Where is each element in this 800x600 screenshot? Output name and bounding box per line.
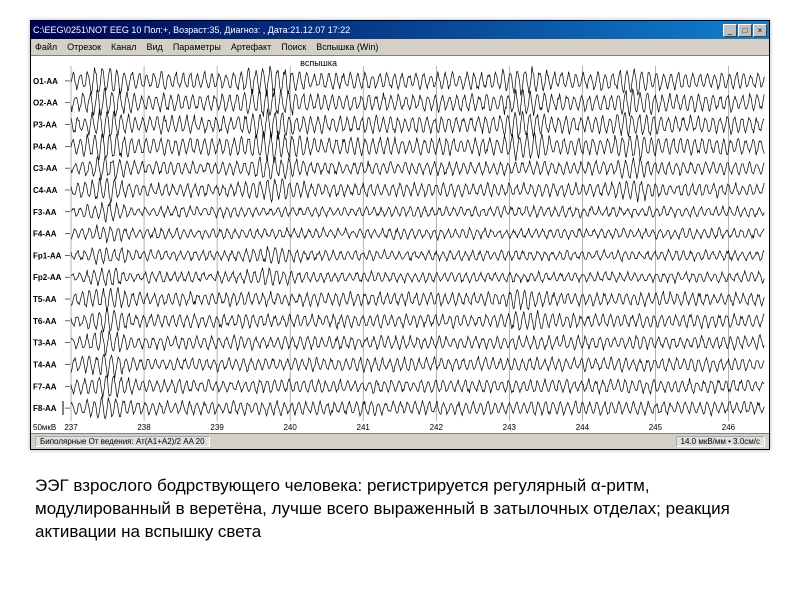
svg-text:50мкВ: 50мкВ <box>33 423 56 432</box>
maximize-button[interactable]: □ <box>738 24 752 37</box>
close-button[interactable]: × <box>753 24 767 37</box>
svg-text:237: 237 <box>64 423 78 432</box>
svg-text:245: 245 <box>649 423 663 432</box>
svg-text:241: 241 <box>357 423 371 432</box>
svg-text:C3-AA: C3-AA <box>33 164 58 173</box>
titlebar: C:\EEG\0251\NOT EEG 10 Пол:+, Возраст:35… <box>31 21 769 39</box>
menu-artefact[interactable]: Артефакт <box>231 42 271 52</box>
status-mid: 14.0 мкВ/мм • 3.0см/с <box>676 436 765 447</box>
svg-text:T6-AA: T6-AA <box>33 317 57 326</box>
svg-text:238: 238 <box>137 423 151 432</box>
svg-text:239: 239 <box>210 423 224 432</box>
svg-text:240: 240 <box>283 423 297 432</box>
menu-params[interactable]: Параметры <box>173 42 221 52</box>
svg-text:T4-AA: T4-AA <box>33 360 57 369</box>
status-left: Биполярные От ведения: Ат(А1+А2)/2 AA 20 <box>35 436 210 447</box>
svg-text:Fp1-AA: Fp1-AA <box>33 251 62 260</box>
svg-text:242: 242 <box>430 423 444 432</box>
svg-text:Fp2-AA: Fp2-AA <box>33 273 62 282</box>
svg-text:O1-AA: O1-AA <box>33 77 58 86</box>
svg-text:C4-AA: C4-AA <box>33 186 58 195</box>
svg-text:243: 243 <box>503 423 517 432</box>
menu-search[interactable]: Поиск <box>281 42 306 52</box>
slide-caption: ЭЭГ взрослого бодрствующего человека: ре… <box>30 475 770 544</box>
svg-text:F7-AA: F7-AA <box>33 382 57 391</box>
eeg-app-window: C:\EEG\0251\NOT EEG 10 Пол:+, Возраст:35… <box>30 20 770 450</box>
slide: C:\EEG\0251\NOT EEG 10 Пол:+, Возраст:35… <box>0 0 800 600</box>
flash-annotation: вспышка <box>300 58 337 68</box>
svg-text:F4-AA: F4-AA <box>33 230 57 239</box>
svg-text:F8-AA: F8-AA <box>33 404 57 413</box>
svg-text:O2-AA: O2-AA <box>33 99 58 108</box>
window-buttons: _ □ × <box>723 24 767 37</box>
menu-file[interactable]: Файл <box>35 42 57 52</box>
menu-flash[interactable]: Вспышка (Win) <box>316 42 378 52</box>
svg-text:246: 246 <box>722 423 736 432</box>
menu-segment[interactable]: Отрезок <box>67 42 101 52</box>
svg-text:T3-AA: T3-AA <box>33 339 57 348</box>
eeg-canvas[interactable]: 237 238 239 240 241 242 243 244 245 246 O1-AA O2-AA… <box>31 56 769 433</box>
menu-channel[interactable]: Канал <box>111 42 136 52</box>
svg-text:T5-AA: T5-AA <box>33 295 57 304</box>
window-title: C:\EEG\0251\NOT EEG 10 Пол:+, Возраст:35… <box>33 25 723 35</box>
svg-text:P3-AA: P3-AA <box>33 121 57 130</box>
menu-view[interactable]: Вид <box>147 42 163 52</box>
menubar: Файл Отрезок Канал Вид Параметры Артефак… <box>31 39 769 56</box>
statusbar: Биполярные От ведения: Ат(А1+А2)/2 AA 20… <box>31 433 769 449</box>
svg-text:F3-AA: F3-AA <box>33 208 57 217</box>
svg-text:P4-AA: P4-AA <box>33 142 57 151</box>
svg-text:244: 244 <box>576 423 590 432</box>
minimize-button[interactable]: _ <box>723 24 737 37</box>
